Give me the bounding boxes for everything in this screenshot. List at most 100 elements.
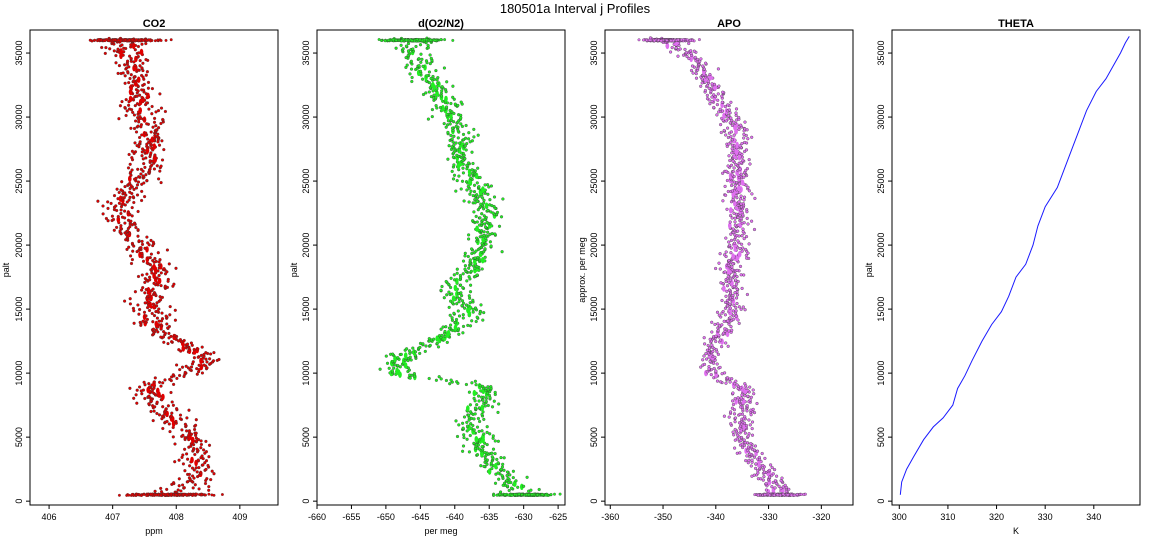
data-point — [732, 284, 736, 289]
data-point — [730, 328, 734, 332]
data-point — [147, 256, 151, 260]
data-point — [428, 53, 432, 57]
data-point — [159, 298, 163, 302]
data-point — [494, 462, 498, 470]
x-tick-label: -640 — [446, 512, 464, 522]
data-point — [467, 161, 471, 165]
data-point — [408, 72, 412, 76]
data-point — [484, 202, 489, 209]
data-point — [453, 102, 457, 106]
data-point — [145, 101, 149, 105]
data-point — [434, 104, 438, 108]
data-point — [467, 413, 471, 417]
data-point — [165, 322, 169, 326]
data-point — [477, 185, 481, 189]
data-point — [744, 424, 749, 428]
data-point — [726, 117, 730, 121]
data-point — [200, 454, 204, 458]
data-point — [157, 307, 161, 311]
data-point — [147, 402, 151, 406]
data-point — [743, 140, 747, 145]
data-point — [739, 396, 743, 400]
data-point — [154, 124, 158, 128]
data-point — [204, 357, 208, 361]
data-point — [472, 127, 476, 131]
data-point — [486, 208, 490, 212]
data-point — [455, 380, 459, 384]
data-point — [153, 376, 157, 380]
data-point — [520, 493, 524, 496]
data-point — [399, 43, 403, 47]
data-point — [154, 110, 158, 114]
data-point — [761, 463, 765, 468]
data-point — [536, 493, 539, 497]
data-point — [745, 404, 749, 408]
data-point — [130, 38, 134, 42]
data-point — [478, 194, 482, 198]
y-tick-label: 20000 — [14, 233, 24, 258]
data-point — [173, 318, 177, 322]
data-point — [114, 54, 118, 58]
data-point — [383, 39, 387, 43]
data-point — [482, 230, 486, 234]
data-point — [484, 215, 488, 220]
data-point — [477, 399, 481, 403]
data-point — [500, 465, 504, 469]
data-point — [139, 246, 143, 250]
data-point — [707, 86, 711, 90]
data-point — [130, 168, 134, 172]
data-point — [489, 184, 493, 188]
data-point — [394, 46, 398, 50]
data-point — [505, 470, 510, 474]
data-point — [119, 224, 123, 228]
data-point — [134, 38, 138, 42]
data-point — [421, 64, 425, 68]
data-point — [159, 121, 163, 126]
data-point — [488, 432, 492, 436]
data-point — [530, 493, 534, 497]
data-point — [741, 305, 745, 309]
panel-theta: THETA K palt 300 310 320 330 340 0 5000 10000 15… — [864, 18, 1141, 536]
data-point — [143, 280, 147, 284]
data-point — [749, 395, 753, 399]
data-point — [152, 281, 156, 285]
data-point — [473, 406, 477, 410]
data-point — [166, 404, 170, 408]
data-point — [718, 252, 722, 256]
data-point — [391, 38, 395, 42]
data-point — [482, 198, 486, 202]
data-point — [390, 369, 394, 373]
data-point — [479, 464, 483, 468]
data-point — [391, 352, 395, 356]
data-point — [183, 436, 187, 440]
data-point — [88, 38, 92, 42]
data-point — [473, 258, 477, 265]
data-point — [465, 142, 469, 146]
data-point — [682, 38, 685, 42]
data-point — [734, 314, 738, 318]
data-point — [637, 38, 641, 42]
data-point — [446, 123, 450, 127]
data-point — [147, 107, 151, 111]
data-point — [720, 94, 724, 98]
data-point — [739, 405, 743, 409]
data-point — [462, 433, 466, 437]
data-point — [762, 470, 766, 474]
data-point — [193, 452, 197, 457]
data-point — [699, 365, 703, 369]
data-point — [142, 162, 146, 166]
data-point — [134, 176, 138, 180]
data-point — [746, 222, 750, 226]
data-point — [161, 405, 165, 409]
data-point — [136, 234, 140, 238]
data-point — [471, 423, 475, 428]
data-point — [461, 132, 466, 136]
data-point — [745, 208, 749, 212]
data-point — [480, 429, 484, 433]
data-point — [470, 247, 474, 251]
data-point — [741, 230, 745, 234]
data-point — [185, 452, 189, 456]
data-point — [728, 243, 732, 247]
data-point — [719, 130, 723, 135]
data-point — [129, 261, 134, 266]
